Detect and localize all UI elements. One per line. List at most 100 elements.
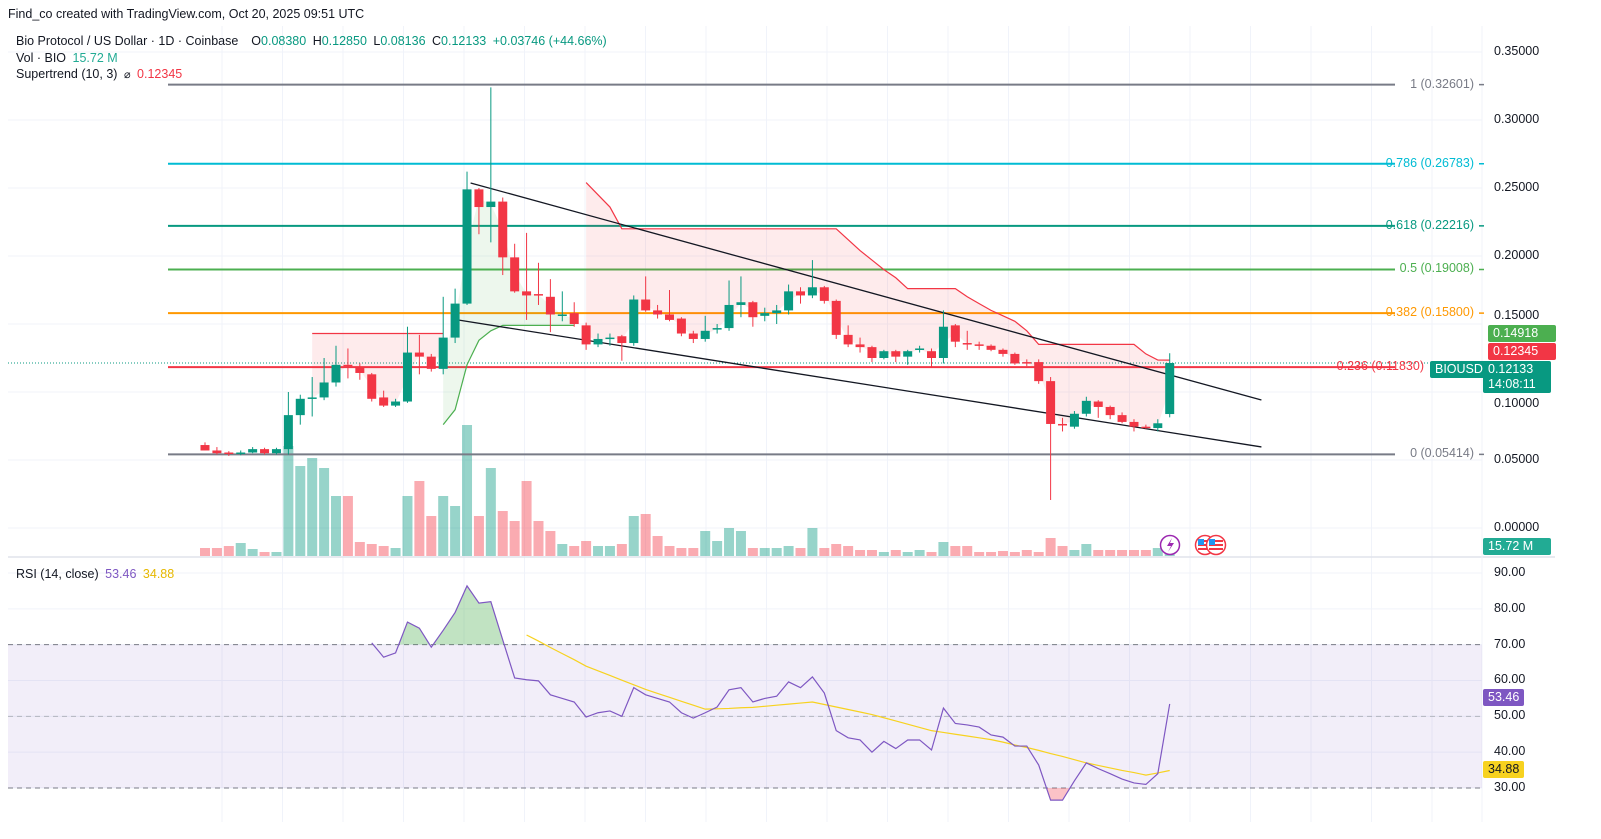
candle-body xyxy=(1022,362,1032,364)
volume-bar xyxy=(1081,544,1092,556)
candle xyxy=(414,334,424,375)
volume-bar xyxy=(390,548,401,556)
candle-body xyxy=(700,330,710,339)
candle-body xyxy=(557,314,567,316)
volume-bar xyxy=(473,516,484,556)
candle-body xyxy=(927,351,937,358)
candle-body xyxy=(986,345,996,350)
candle-body xyxy=(712,328,722,330)
candle xyxy=(676,317,686,337)
rsi-axis-label: 80.00 xyxy=(1494,600,1526,615)
price-tag-supertrend: 0.12345 xyxy=(1488,343,1556,360)
candle-body xyxy=(581,325,591,345)
candle xyxy=(355,363,365,380)
candle-body xyxy=(379,397,389,406)
volume-bar xyxy=(664,546,675,556)
rsi-axis-label: 40.00 xyxy=(1494,744,1526,759)
candle xyxy=(998,348,1008,357)
rsi-legend[interactable]: RSI (14, close) 53.46 34.88 xyxy=(16,567,177,581)
candle-body xyxy=(522,291,532,296)
candle-body xyxy=(688,333,698,339)
candle-body xyxy=(295,398,305,416)
volume-bar xyxy=(771,548,782,556)
volume-legend[interactable]: Vol · BIO 15.72 M xyxy=(16,51,121,65)
candle-body xyxy=(426,356,436,369)
candle xyxy=(760,307,770,322)
supertrend-down-fill xyxy=(312,333,444,404)
supertrend-value: 0.12345 xyxy=(137,67,183,81)
candle-body xyxy=(796,291,805,296)
candle xyxy=(784,284,794,315)
candle xyxy=(1058,417,1068,432)
low-value: 0.08136 xyxy=(380,34,426,48)
close-value: 0.12133 xyxy=(441,34,487,48)
candle xyxy=(688,330,698,344)
volume-bar xyxy=(509,521,520,556)
candle-body xyxy=(831,300,841,335)
volume-bar xyxy=(878,552,889,556)
events[interactable] xyxy=(1159,534,1227,556)
volume-bar xyxy=(545,531,556,556)
volume-bar xyxy=(914,550,925,556)
symbol-title: Bio Protocol / US Dollar · 1D · Coinbase xyxy=(16,34,239,48)
flag-stripe xyxy=(1198,544,1212,546)
eye-off-icon[interactable]: ⌀ xyxy=(123,69,131,81)
supertrend-legend[interactable]: Supertrend (10, 3) ⌀ 0.12345 xyxy=(16,67,185,81)
rsi-value: 53.46 xyxy=(105,567,137,581)
candle xyxy=(1022,359,1032,367)
candle-body xyxy=(974,344,984,346)
candle xyxy=(236,450,246,456)
volume-bar xyxy=(616,544,627,556)
supertrend-up-fill xyxy=(443,198,575,425)
lightning-icon[interactable] xyxy=(1159,534,1181,556)
price-axis-label: 0.15000 xyxy=(1494,308,1540,322)
candle-body xyxy=(545,296,555,315)
candle-body xyxy=(1105,406,1115,416)
candle-body xyxy=(510,257,520,292)
rsi-axis-label: 90.00 xyxy=(1494,565,1526,579)
candle xyxy=(700,315,710,342)
candle xyxy=(938,310,948,364)
candle xyxy=(510,243,520,293)
candle xyxy=(200,442,210,451)
candle xyxy=(664,290,674,322)
volume-bar xyxy=(700,531,711,556)
fib-retracement[interactable] xyxy=(8,83,1484,456)
symbol-legend[interactable]: Bio Protocol / US Dollar · 1D · Coinbase… xyxy=(16,34,610,48)
price-axis-label: 0.35000 xyxy=(1494,44,1540,58)
volume-bar xyxy=(259,552,270,556)
candle xyxy=(271,447,281,455)
volume-bar xyxy=(462,425,473,556)
candle xyxy=(498,197,508,276)
candle-body xyxy=(843,334,853,345)
supertrend-up-line xyxy=(442,324,575,426)
rsi-background xyxy=(8,572,1482,789)
price-axis-label: 0.00000 xyxy=(1494,520,1540,534)
volume-bars xyxy=(200,425,1175,556)
candle-body xyxy=(1153,423,1163,429)
candle xyxy=(1153,419,1163,432)
volume-bar xyxy=(1105,550,1116,556)
candle-body xyxy=(1117,415,1127,422)
candle-body xyxy=(891,351,901,357)
candle-body xyxy=(605,337,615,340)
candle xyxy=(581,322,591,350)
candle xyxy=(248,447,258,454)
candle-body xyxy=(271,449,281,454)
volume-bar xyxy=(652,536,663,556)
candle xyxy=(1081,396,1091,417)
us-flag-icon[interactable] xyxy=(1205,534,1227,556)
candle-body xyxy=(260,449,270,454)
candle xyxy=(617,334,627,361)
candle xyxy=(712,324,722,334)
candle-body xyxy=(879,351,889,358)
volume-bar xyxy=(1128,550,1139,556)
candle-body xyxy=(200,445,210,451)
candle-body xyxy=(1093,401,1103,407)
candle-body xyxy=(474,189,484,208)
volume-bar xyxy=(1152,548,1163,556)
volume-bar xyxy=(866,550,877,556)
volume-bar xyxy=(366,544,377,556)
trendlines[interactable] xyxy=(457,182,1262,448)
